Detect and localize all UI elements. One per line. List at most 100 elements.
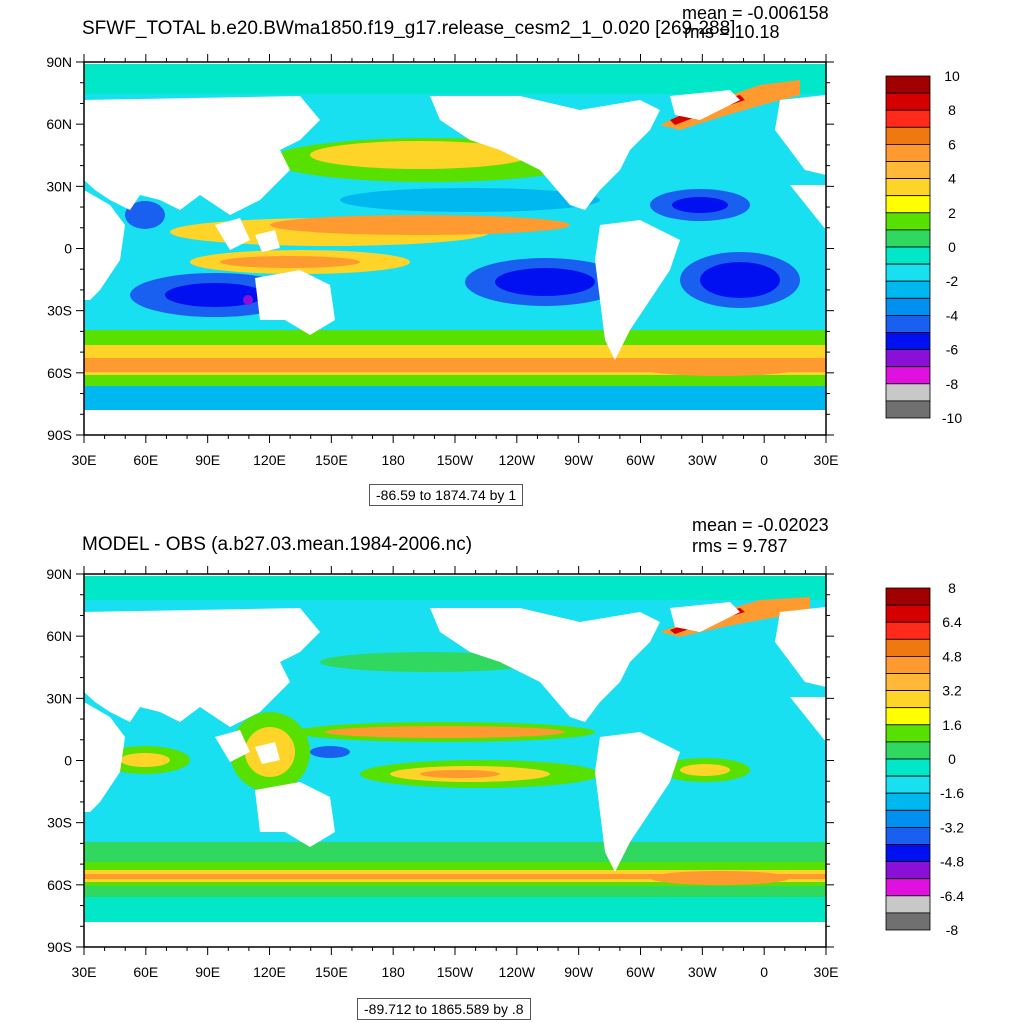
bottom-colorbar-swatch: [885, 792, 931, 811]
bottom-colorbar-swatch: [885, 724, 931, 743]
top-colorbar-label: -4: [946, 307, 959, 323]
top-colorbar-label: 0: [948, 239, 956, 255]
top-colorbar-swatch: [885, 143, 931, 162]
top-lat-label: 30N: [46, 178, 72, 194]
top-colorbar-swatch: [885, 229, 931, 248]
top-lon-label: 150E: [315, 452, 348, 468]
bottom-lon-label: 30W: [688, 964, 718, 980]
top-colorbar-label: -10: [942, 410, 962, 426]
bottom-mean-label: mean = -0.02023: [692, 515, 829, 535]
bottom-lon-label: 60W: [626, 964, 656, 980]
top-range-label: -86.59 to 1874.74 by 1: [369, 484, 524, 506]
top-colorbar: 10 8 6 4 2 0 -2 -4 -6 -8 -10: [885, 68, 962, 426]
bottom-colorbar-label: -6.4: [940, 888, 964, 904]
bottom-colorbar-swatch: [885, 758, 931, 777]
bottom-lon-label: 120W: [499, 964, 536, 980]
bottom-colorbar: 8 6.4 4.8 3.2 1.6 0 -1.6 -3.2 -4.8 -6.4 -8: [885, 580, 964, 938]
bottom-colorbar-swatch: [885, 673, 931, 692]
top-colorbar-swatch: [885, 178, 931, 197]
bottom-ocean-field: [84, 574, 826, 947]
bottom-colorbar-label: 3.2: [942, 683, 962, 699]
top-lon-label: 0: [760, 452, 768, 468]
bottom-lat-label: 0: [64, 753, 72, 769]
bottom-colorbar-label: 4.8: [942, 648, 962, 664]
bottom-lat-label: 30S: [47, 815, 72, 831]
bottom-colorbar-label: 6.4: [942, 614, 962, 630]
top-lat-label: 0: [64, 241, 72, 257]
bottom-lon-label: 120E: [253, 964, 286, 980]
top-plot-title: SFWF_TOTAL b.e20.BWma1850.f19_g17.releas…: [82, 18, 736, 39]
top-ocean-field: [84, 62, 826, 435]
top-colorbar-label: 6: [948, 136, 956, 152]
top-colorbar-label: 10: [944, 68, 960, 84]
bottom-rms-label: rms = 9.787: [692, 536, 788, 556]
top-lon-label: 120E: [253, 452, 286, 468]
bottom-colorbar-swatch: [885, 690, 931, 709]
top-colorbar-swatch: [885, 263, 931, 282]
bottom-lon-label: 30E: [814, 964, 839, 980]
bottom-range-label: -89.712 to 1865.589 by .8: [357, 998, 531, 1020]
top-lon-label: 150W: [437, 452, 474, 468]
bottom-colorbar-swatch: [885, 587, 931, 606]
top-colorbar-label: -2: [946, 273, 959, 289]
top-colorbar-swatch: [885, 195, 931, 214]
bottom-colorbar-swatch: [885, 741, 931, 760]
bottom-lon-label: 180: [381, 964, 405, 980]
bottom-colorbar-label: 1.6: [942, 717, 962, 733]
bottom-colorbar-label: -3.2: [940, 819, 964, 835]
bottom-lon-label: 90E: [195, 964, 220, 980]
top-colorbar-label: 2: [948, 205, 956, 221]
top-lat-label: 30S: [47, 303, 72, 319]
top-lon-label: 30E: [814, 452, 839, 468]
top-colorbar-swatch: [885, 400, 931, 419]
top-lat-label: 60S: [47, 365, 72, 381]
bottom-lon-label: 150W: [437, 964, 474, 980]
bottom-colorbar-swatch: [885, 655, 931, 674]
top-colorbar-swatch: [885, 92, 931, 111]
bottom-lat-label: 60N: [46, 628, 72, 644]
bottom-colorbar-label: -1.6: [940, 785, 964, 801]
bottom-lon-label: 90W: [564, 964, 594, 980]
top-lon-label: 90W: [564, 452, 594, 468]
top-colorbar-swatch: [885, 212, 931, 231]
bottom-colorbar-swatch: [885, 895, 931, 914]
top-lat-label: 90S: [47, 427, 72, 443]
top-lon-label: 30W: [688, 452, 718, 468]
top-colorbar-swatch: [885, 383, 931, 402]
bottom-lon-label: 60E: [133, 964, 158, 980]
bottom-lon-label: 0: [760, 964, 768, 980]
top-lat-label: 90N: [46, 54, 72, 70]
top-panel: SFWF_TOTAL b.e20.BWma1850.f19_g17.releas…: [46, 3, 962, 506]
bottom-colorbar-label: 0: [948, 751, 956, 767]
bottom-lat-label: 30N: [46, 690, 72, 706]
top-lat-label: 60N: [46, 116, 72, 132]
top-rms-label: rms = 10.18: [684, 22, 780, 42]
top-lon-label: 60E: [133, 452, 158, 468]
bottom-lon-label: 30E: [72, 964, 97, 980]
top-mean-label: mean = -0.006158: [682, 3, 829, 23]
top-lon-label: 180: [381, 452, 405, 468]
top-colorbar-label: -6: [946, 342, 959, 358]
bottom-colorbar-swatch: [885, 638, 931, 657]
bottom-colorbar-label: 8: [948, 580, 956, 596]
top-colorbar-swatch: [885, 126, 931, 145]
top-colorbar-swatch: [885, 280, 931, 299]
top-colorbar-swatch: [885, 246, 931, 265]
top-colorbar-swatch: [885, 349, 931, 368]
bottom-colorbar-swatch: [885, 621, 931, 640]
top-colorbar-swatch: [885, 332, 931, 351]
bottom-colorbar-label: -4.8: [940, 854, 964, 870]
bottom-colorbar-swatch: [885, 826, 931, 845]
bottom-panel: MODEL - OBS (a.b27.03.mean.1984-2006.nc)…: [0, 512, 1024, 1024]
bottom-lat-label: 90N: [46, 566, 72, 582]
bottom-colorbar-label: -8: [946, 922, 959, 938]
top-colorbar-swatch: [885, 75, 931, 94]
top-lon-label: 30E: [72, 452, 97, 468]
bottom-colorbar-swatch: [885, 775, 931, 794]
top-lon-label: 90E: [195, 452, 220, 468]
top-colorbar-swatch: [885, 161, 931, 180]
top-lon-label: 60W: [626, 452, 656, 468]
